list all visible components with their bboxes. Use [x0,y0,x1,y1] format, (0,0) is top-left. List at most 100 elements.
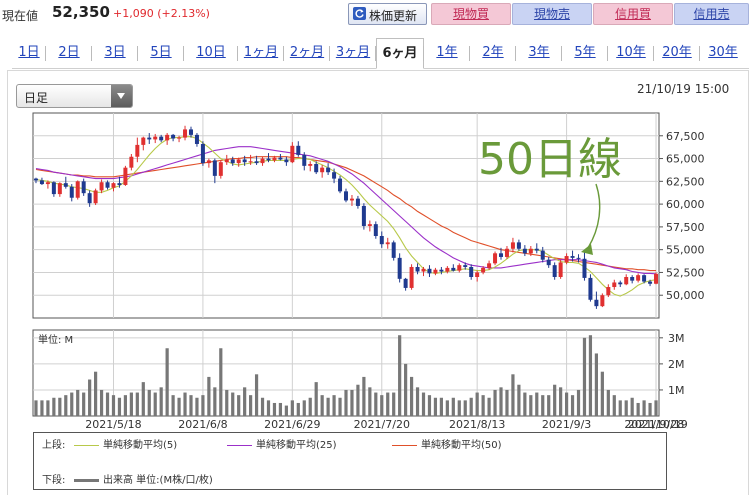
volume-bar [427,395,432,416]
tab-1[interactable]: 2日 [58,45,80,60]
margin-buy-button[interactable]: 信用買 [593,3,673,25]
update-price-button[interactable]: 株価更新 [348,3,427,25]
period-select[interactable]: 日足 [16,84,133,108]
tab-separator [45,46,46,61]
candle-body [236,159,241,164]
tab-7[interactable]: 3ヶ月 [335,45,371,60]
tab-9[interactable]: 1年 [436,45,458,60]
volume-bar [308,397,312,416]
volume-bar [290,400,294,416]
volume-bar [123,395,128,416]
volume-bar [582,337,587,416]
candle-body [391,242,396,258]
price-tick-label: 60,000 [666,198,705,211]
candle-body [105,182,110,188]
x-tick-label: 2021/9/3 [542,418,591,431]
candle-body [499,253,504,257]
candle-body [564,256,569,263]
volume-bar [183,392,187,416]
volume-bar [207,376,211,416]
legend-ma25: 単純移動平均(25) [227,436,337,451]
tab-0[interactable]: 1日 [18,45,40,60]
tab-13[interactable]: 10年 [616,45,646,60]
candle-body [212,160,217,176]
volume-bar [523,392,527,416]
genbutsu-buy-button[interactable]: 現物買 [431,3,511,25]
candle-body [171,134,176,139]
candle-body [379,236,384,245]
volume-bar [511,374,515,416]
candle-body [254,161,259,164]
candle-body [159,136,164,141]
volume-bar [195,397,199,416]
tab-15[interactable]: 30年 [708,45,738,60]
candle-body [45,182,50,185]
volume-bar [105,392,110,416]
candle-body [463,265,468,267]
volume-bar [171,395,175,416]
volume-bar [302,400,306,416]
tab-11[interactable]: 3年 [528,45,550,60]
candle-body [546,259,551,266]
candle-body [654,273,659,284]
volume-bar [94,371,98,416]
current-price-label: 現在値 [2,9,39,23]
chart-timestamp: 21/10/19 15:00 [637,82,730,96]
x-tick-label: 2021/8/13 [449,418,505,431]
genbutsu-sell-button[interactable]: 現物売 [512,3,592,25]
candle-body [129,156,134,168]
candle-body [355,198,360,206]
volume-bar [612,395,616,416]
candle-body [206,160,211,164]
tab-5[interactable]: 1ヶ月 [243,45,279,60]
tab-separator [237,46,238,61]
volume-bar [421,392,426,416]
candle-body [528,248,533,254]
volume-bar [111,395,116,416]
candle-body [588,277,593,300]
candle-body [75,181,80,198]
ma50-annotation: 50日線 [478,134,622,185]
volume-bar [284,405,288,416]
volume-bar [529,395,533,416]
x-tick-label: 2021/6/8 [178,418,227,431]
tab-8[interactable]: 6ヶ月 [376,38,424,69]
candle-body [248,161,253,163]
volume-bar [64,395,68,416]
tab-12[interactable]: 5年 [574,45,596,60]
margin-sell-button[interactable]: 信用売 [674,3,749,25]
price-tick-label: 52,500 [666,266,705,279]
volume-bar [415,387,420,416]
volume-bar [82,392,86,416]
candle-body [81,181,86,194]
volume-bar [278,402,283,416]
volume-bar [34,400,38,416]
volume-bar [332,395,336,416]
tab-6[interactable]: 2ヶ月 [289,45,325,60]
volume-bar [576,389,581,416]
candle-body [194,134,199,144]
candle-body [141,137,146,145]
x-tick-label: 2021/6/29 [264,418,320,431]
volume-bar [368,387,372,416]
tab-2[interactable]: 3日 [104,45,126,60]
volume-bar [296,402,300,416]
tab-4[interactable]: 10日 [196,45,226,60]
volume-bar [648,402,652,416]
volume-bar [570,395,575,416]
volume-bar [272,402,277,416]
tab-3[interactable]: 5日 [150,45,172,60]
volume-bar [40,400,44,416]
volume-bar [392,392,396,416]
candle-body [624,277,629,285]
volume-bar [559,387,563,416]
volume-bar [505,389,509,416]
candle-body [260,158,265,164]
tab-10[interactable]: 2年 [482,45,504,60]
tab-14[interactable]: 20年 [662,45,692,60]
volume-bar [475,392,479,416]
candle-body [349,198,354,201]
volume-bar [46,400,50,416]
candle-body [403,278,408,288]
